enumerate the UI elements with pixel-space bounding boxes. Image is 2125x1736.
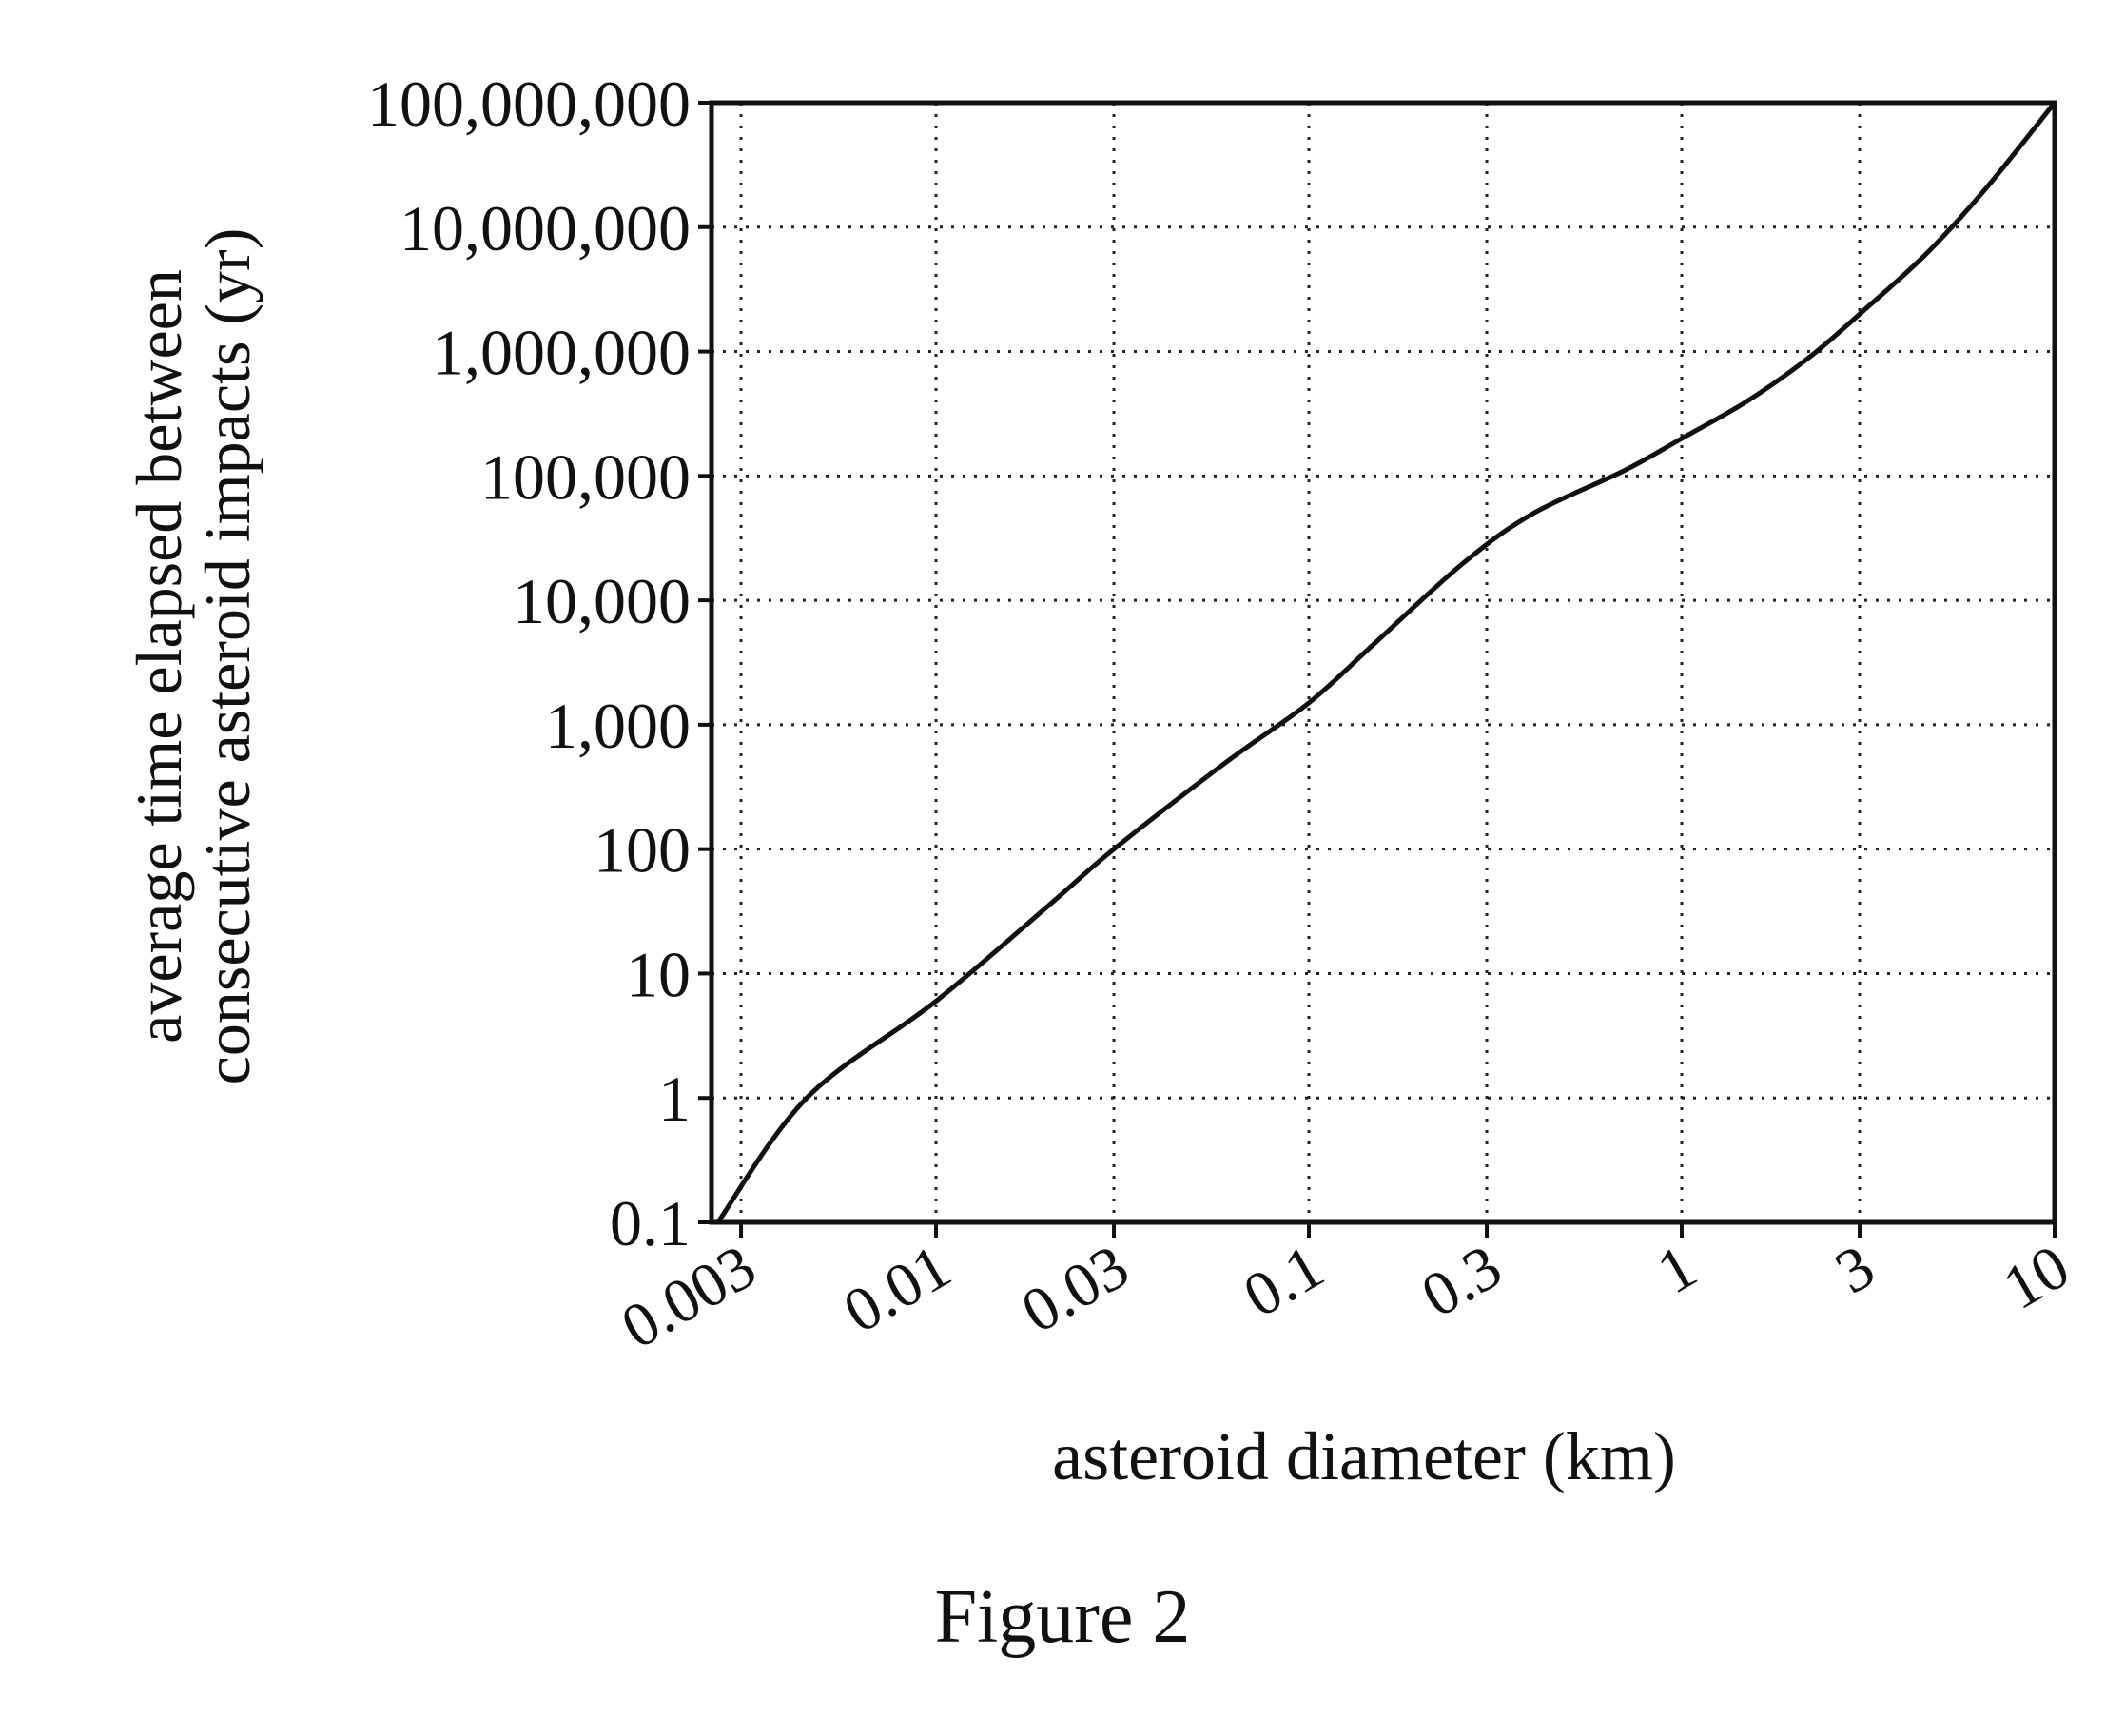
x-tick-label: 0.01	[832, 1232, 963, 1347]
y-axis-label-line-2: consecutive asteroid impacts (yr)	[191, 228, 263, 1085]
y-tick-label: 1,000	[545, 690, 691, 762]
y-tick-label: 10	[626, 938, 691, 1010]
y-tick-label: 100	[594, 814, 691, 887]
x-tick-labels: 0.003 0.01 0.03 0.1 0.3 1 3 10	[610, 1232, 2080, 1362]
y-tick-label: 1,000,000	[432, 317, 691, 389]
x-tick-label: 0.1	[1233, 1232, 1335, 1331]
y-axis-label: average time elapsed between consecutive…	[123, 228, 263, 1085]
x-tick-label: 3	[1823, 1232, 1885, 1308]
y-tick-label: 100,000,000	[367, 68, 691, 140]
y-tick-label: 10,000	[513, 565, 691, 637]
y-tick-label: 0.1	[610, 1187, 691, 1259]
y-tick-labels: 0.1 1 10 100 1,000 10,000 100,000 1,000,000 10,0…	[367, 68, 691, 1259]
y-axis-label-line-1: average time elapsed between	[123, 269, 195, 1044]
y-tick-label: 1	[658, 1063, 691, 1135]
figure-caption: Figure 2	[934, 1575, 1191, 1659]
y-tick-label: 100,000	[480, 440, 691, 513]
x-axis-label: asteroid diameter (km)	[1052, 1418, 1676, 1494]
series-line	[715, 100, 2057, 1225]
ticks	[698, 101, 2057, 1238]
x-tick-label: 10	[1992, 1232, 2081, 1323]
x-tick-label: 1	[1646, 1232, 1707, 1308]
x-tick-label: 0.3	[1411, 1232, 1513, 1331]
grid	[712, 103, 2055, 1222]
plot-frame	[709, 100, 2057, 1225]
x-tick-label: 0.03	[1010, 1232, 1140, 1347]
y-tick-label: 10,000,000	[400, 192, 691, 264]
series-points	[717, 103, 2055, 1223]
